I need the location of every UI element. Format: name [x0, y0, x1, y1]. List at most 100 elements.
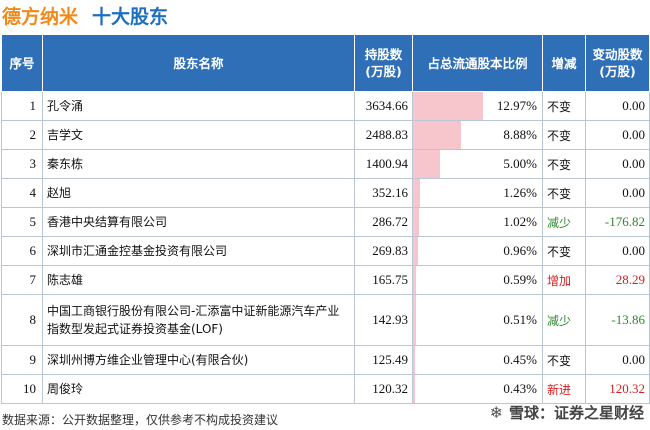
table-row: 3 秦东栋 1400.94 5.00% 不变 0.00	[1, 149, 650, 179]
change-status: 不变	[542, 236, 586, 266]
ratio-cell: 0.51%	[412, 294, 543, 346]
shareholder-table: 序号 股东名称 持股数 (万股) 占总流通股本比例 增减 变动股数 (万股) 1 孔令…	[1, 34, 650, 404]
share-change: 0.00	[585, 91, 650, 121]
row-index: 6	[1, 236, 43, 266]
ratio-bar	[413, 237, 419, 265]
company-title: 德方纳米	[2, 5, 79, 28]
share-change: -13.86	[585, 294, 650, 346]
shares-held: 165.75	[354, 265, 413, 295]
ratio-label: 8.88%	[503, 127, 537, 142]
col-header-change: 变动股数 (万股)	[585, 34, 650, 92]
shares-held: 269.83	[354, 236, 413, 266]
ratio-bar	[413, 150, 440, 178]
brand-label: 雪球：证券之星财经	[508, 404, 644, 422]
title-bar: 德方纳米 十大股东	[0, 0, 650, 30]
shares-held: 142.93	[354, 294, 413, 346]
shares-held: 125.49	[354, 345, 413, 375]
ratio-cell: 1.26%	[412, 178, 543, 208]
table-row: 7 陈志雄 165.75 0.59% 增加 28.29	[1, 265, 650, 295]
change-status: 不变	[542, 345, 586, 375]
table-row: 8 中国工商银行股份有限公司-汇添富中证新能源汽车产业指数型发起式证券投资基金(L…	[1, 294, 650, 346]
data-source-note: 数据来源：公开数据整理，仅供参考不构成投资建议	[2, 413, 279, 427]
ratio-label: 12.97%	[496, 98, 537, 113]
ratio-cell: 12.97%	[412, 91, 543, 121]
table-row: 4 赵旭 352.16 1.26% 不变 0.00	[1, 178, 650, 208]
shareholder-name: 陈志雄	[42, 265, 355, 295]
ratio-label: 1.02%	[503, 214, 537, 229]
change-status: 新进	[542, 374, 586, 404]
shareholder-name: 孔令涌	[42, 91, 355, 121]
col-header-ratio: 占总流通股本比例	[412, 34, 543, 92]
shares-held: 3634.66	[354, 91, 413, 121]
ratio-label: 0.43%	[503, 381, 537, 396]
ratio-label: 5.00%	[503, 156, 537, 171]
shareholder-name: 深圳州博方维企业管理中心(有限合伙)	[42, 345, 355, 375]
shares-held: 120.32	[354, 374, 413, 404]
row-index: 4	[1, 178, 43, 208]
ratio-bar	[413, 121, 461, 149]
ratio-bar	[413, 295, 416, 345]
shares-held: 286.72	[354, 207, 413, 237]
ratio-cell: 0.96%	[412, 236, 543, 266]
change-status: 不变	[542, 178, 586, 208]
shares-held: 352.16	[354, 178, 413, 208]
col-header-name: 股东名称	[42, 34, 355, 92]
ratio-label: 0.59%	[503, 272, 537, 287]
share-change: 0.00	[585, 149, 650, 179]
ratio-bar	[413, 375, 416, 403]
row-index: 2	[1, 120, 43, 150]
ratio-cell: 1.02%	[412, 207, 543, 237]
col-header-status: 增减	[542, 34, 586, 92]
change-status: 减少	[542, 294, 586, 346]
row-index: 9	[1, 345, 43, 375]
ratio-label: 0.96%	[503, 243, 537, 258]
ratio-label: 1.26%	[503, 185, 537, 200]
row-index: 1	[1, 91, 43, 121]
ratio-label: 0.45%	[503, 352, 537, 367]
ratio-bar	[413, 92, 483, 120]
table-row: 10 周俊玲 120.32 0.43% 新进 120.32	[1, 374, 650, 404]
shareholder-name: 香港中央结算有限公司	[42, 207, 355, 237]
col-header-shares: 持股数 (万股)	[354, 34, 413, 92]
table-row: 1 孔令涌 3634.66 12.97% 不变 0.00	[1, 91, 650, 121]
share-change: 120.32	[585, 374, 650, 404]
shareholder-name: 中国工商银行股份有限公司-汇添富中证新能源汽车产业指数型发起式证券投资基金(LO…	[42, 294, 355, 346]
share-change: 28.29	[585, 265, 650, 295]
ratio-cell: 0.43%	[412, 374, 543, 404]
row-index: 8	[1, 294, 43, 346]
shareholder-name: 秦东栋	[42, 149, 355, 179]
change-status: 减少	[542, 207, 586, 237]
row-index: 7	[1, 265, 43, 295]
ratio-cell: 8.88%	[412, 120, 543, 150]
shareholder-name: 周俊玲	[42, 374, 355, 404]
snowball-icon: ❄	[489, 403, 503, 422]
share-change: -176.82	[585, 207, 650, 237]
ratio-bar	[413, 208, 419, 236]
ratio-label: 0.51%	[503, 312, 537, 327]
shareholder-name: 吉学文	[42, 120, 355, 150]
table-row: 6 深圳市汇通金控基金投资有限公司 269.83 0.96% 不变 0.00	[1, 236, 650, 266]
row-index: 3	[1, 149, 43, 179]
shareholder-name: 赵旭	[42, 178, 355, 208]
ratio-cell: 0.59%	[412, 265, 543, 295]
share-change: 0.00	[585, 236, 650, 266]
ratio-cell: 5.00%	[412, 149, 543, 179]
row-index: 5	[1, 207, 43, 237]
table-row: 5 香港中央结算有限公司 286.72 1.02% 减少 -176.82	[1, 207, 650, 237]
shares-held: 2488.83	[354, 120, 413, 150]
brand-watermark: ❄ 雪球：证券之星财经	[490, 402, 644, 423]
section-title: 十大股东	[92, 5, 169, 28]
table-body: 1 孔令涌 3634.66 12.97% 不变 0.00 2 吉学文 2488.83 8.88% 不…	[1, 91, 650, 404]
change-status: 不变	[542, 91, 586, 121]
change-status: 不变	[542, 149, 586, 179]
table-row: 2 吉学文 2488.83 8.88% 不变 0.00	[1, 120, 650, 150]
shareholder-name: 深圳市汇通金控基金投资有限公司	[42, 236, 355, 266]
table-header-row: 序号 股东名称 持股数 (万股) 占总流通股本比例 增减 变动股数 (万股)	[1, 34, 650, 92]
ratio-bar	[413, 179, 420, 207]
row-index: 10	[1, 374, 43, 404]
share-change: 0.00	[585, 345, 650, 375]
share-change: 0.00	[585, 120, 650, 150]
change-status: 增加	[542, 265, 586, 295]
change-status: 不变	[542, 120, 586, 150]
share-change: 0.00	[585, 178, 650, 208]
